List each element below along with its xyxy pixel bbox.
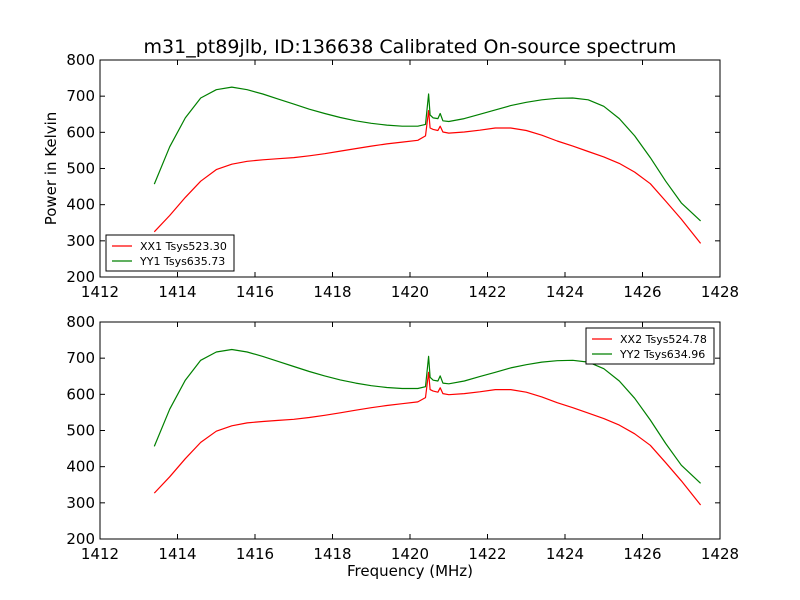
x-tick-label: 1412 (81, 283, 119, 301)
y-tick-label: 800 (66, 313, 95, 331)
legend: XX1 Tsys523.30 YY1 Tsys635.73 (105, 234, 235, 272)
x-tick-label: 1428 (701, 545, 739, 563)
x-tick-label: 1424 (546, 545, 584, 563)
x-tick-label: 1416 (236, 545, 274, 563)
x-tick-label: 1418 (313, 283, 351, 301)
legend-box (105, 234, 235, 272)
y-tick-label: 700 (66, 87, 95, 105)
y-axis-label: Power in Kelvin (42, 112, 60, 226)
legend: XX2 Tsys524.78 YY2 Tsys634.96 (585, 327, 715, 365)
y-tick-label: 500 (66, 160, 95, 178)
figure-title: m31_pt89jlb, ID:136638 Calibrated On-sou… (144, 36, 677, 58)
y-tick-label: 700 (66, 349, 95, 367)
x-axis-label: Frequency (MHz) (347, 562, 473, 580)
bottom-subplot: 1412 1414 1416 1418 1420 1422 1424 1426 1428 200 3… (66, 313, 739, 563)
y-tick-label: 200 (66, 530, 95, 548)
y-tick-label: 800 (66, 51, 95, 69)
x-tick-label: 1420 (391, 283, 429, 301)
y-tick-label: 300 (66, 232, 95, 250)
x-tick-label: 1422 (468, 545, 506, 563)
y-tick-label: 200 (66, 268, 95, 286)
x-tick-label: 1420 (391, 545, 429, 563)
y-tick-label: 400 (66, 458, 95, 476)
series-line-yy2 (153, 348, 702, 484)
series-line-yy1 (153, 86, 702, 222)
y-tick-label: 600 (66, 385, 95, 403)
x-tick-label: 1414 (158, 283, 196, 301)
x-tick-label: 1426 (623, 283, 661, 301)
top-subplot: 1412 1414 1416 1418 1420 1422 1424 1426 1428 200 3… (42, 51, 739, 301)
legend-box (585, 327, 715, 365)
series-line-xx1 (153, 110, 702, 244)
x-tick-label: 1418 (313, 545, 351, 563)
legend-entry: YY1 Tsys635.73 (139, 255, 225, 268)
x-tick-label: 1416 (236, 283, 274, 301)
y-tick-label: 300 (66, 494, 95, 512)
legend-entry: XX1 Tsys523.30 (140, 240, 227, 253)
x-tick-label: 1412 (81, 545, 119, 563)
x-tick-label: 1426 (623, 545, 661, 563)
x-tick-label: 1414 (158, 545, 196, 563)
legend-entry: YY2 Tsys634.96 (619, 348, 705, 361)
legend-entry: XX2 Tsys524.78 (620, 333, 707, 346)
y-tick-label: 600 (66, 123, 95, 141)
y-tick-label: 500 (66, 422, 95, 440)
series-line-xx2 (153, 371, 702, 506)
x-tick-label: 1422 (468, 283, 506, 301)
x-tick-label: 1428 (701, 283, 739, 301)
x-tick-label: 1424 (546, 283, 584, 301)
y-tick-label: 400 (66, 196, 95, 214)
